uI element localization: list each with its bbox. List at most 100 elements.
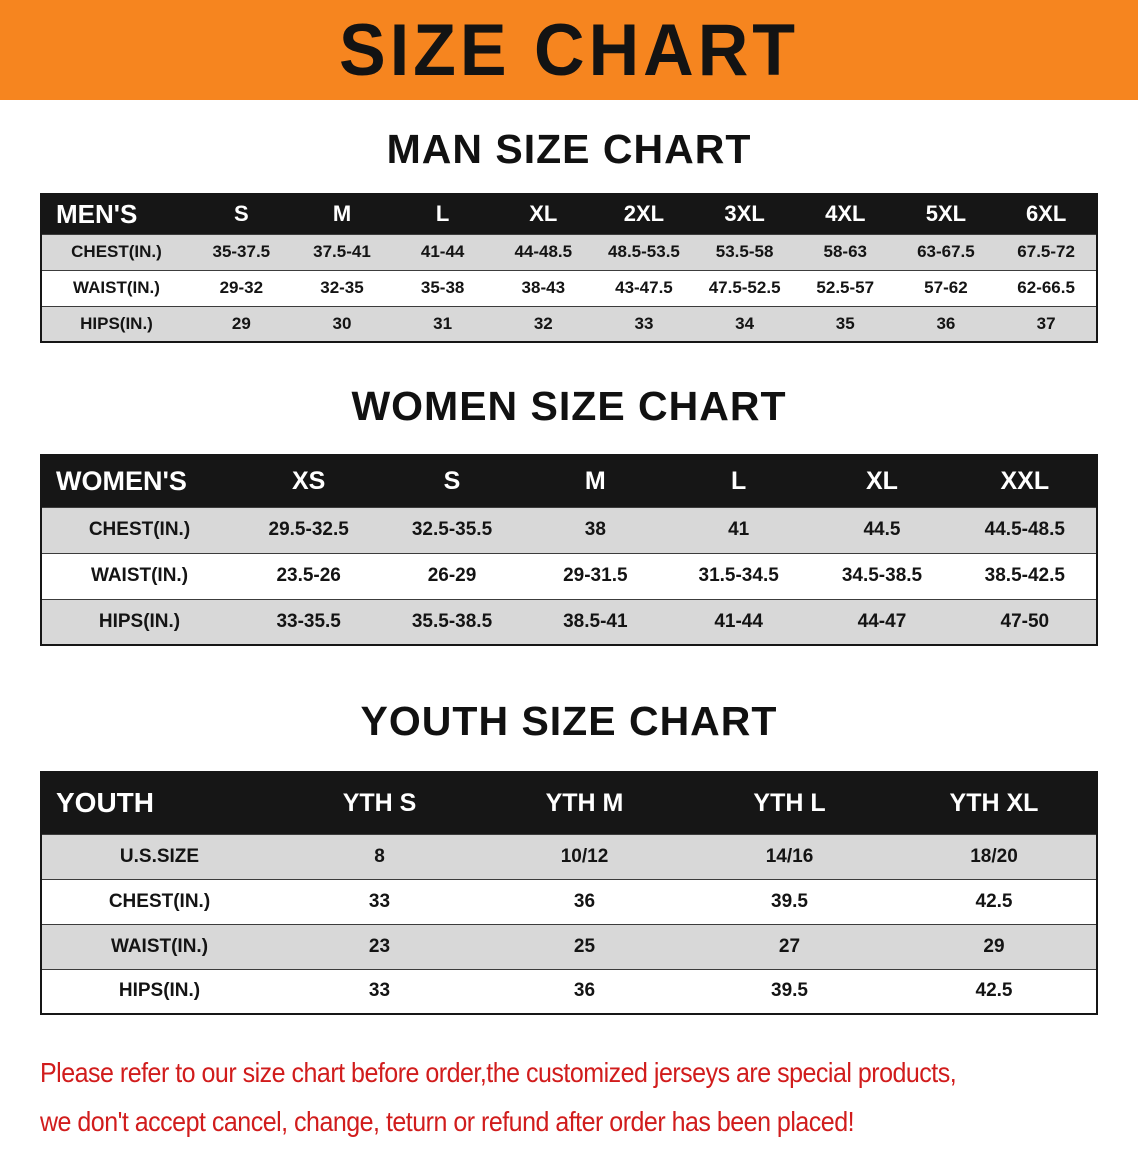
value-cell: 25 xyxy=(573,935,596,957)
size-header-cell: L xyxy=(392,194,493,234)
value-cell: 44.5-48.5 xyxy=(984,519,1065,540)
banner: SIZE CHART xyxy=(0,0,1138,100)
table-title-cell: YOUTH xyxy=(41,772,277,834)
value-cell: 39.5 xyxy=(771,980,808,1002)
women-size-chart-heading: WOMEN SIZE CHART xyxy=(351,383,787,429)
table-row: HIPS(IN.) 29 30 31 32 33 34 35 36 37 xyxy=(41,306,1097,342)
value-cell: 35-38 xyxy=(420,278,465,297)
man-size-chart-heading: MAN SIZE CHART xyxy=(386,126,752,172)
value-cell: 47-50 xyxy=(1000,610,1050,632)
value-cell: 42.5 xyxy=(975,890,1013,912)
size-header-cell: YTH S xyxy=(277,772,482,834)
value-cell: 36 xyxy=(573,980,596,1002)
disclaimer: Please refer to our size chart before or… xyxy=(40,1049,1118,1147)
value-cell: 36 xyxy=(936,313,956,333)
row-label-cell: CHEST(IN.) xyxy=(71,242,162,261)
value-cell: 62-66.5 xyxy=(1017,278,1075,297)
value-cell: 23.5-26 xyxy=(276,565,341,586)
disclaimer-line-1: Please refer to our size chart before or… xyxy=(40,1057,957,1089)
value-cell: 53.5-58 xyxy=(715,242,774,261)
table-row: U.S.SIZE 8 10/12 14/16 18/20 xyxy=(41,834,1097,879)
value-cell: 44-48.5 xyxy=(514,242,573,261)
table-header-row: WOMEN'S XS S M L XL XXL xyxy=(41,455,1097,507)
value-cell: 35 xyxy=(835,313,855,333)
value-cell: 29.5-32.5 xyxy=(268,519,349,540)
value-cell: 29 xyxy=(231,313,251,333)
value-cell: 63-67.5 xyxy=(917,242,975,261)
size-header-cell: 5XL xyxy=(895,194,997,234)
size-header-cell: XL xyxy=(810,455,954,507)
value-cell: 35-37.5 xyxy=(212,242,271,261)
value-cell: 67.5-72 xyxy=(1017,242,1075,261)
women-size-chart-section: WOMEN SIZE CHART WOMEN'S XS S M L XL XXL CHEST(… xyxy=(0,383,1138,646)
row-label-cell: CHEST(IN.) xyxy=(108,890,211,912)
row-label-cell: WAIST(IN.) xyxy=(110,935,209,957)
size-header-cell: XXL xyxy=(953,455,1097,507)
size-header-cell: XS xyxy=(237,455,381,507)
disclaimer-line-2: we don't accept cancel, change, teturn o… xyxy=(40,1106,855,1138)
size-header-cell: S xyxy=(380,455,524,507)
value-cell: 52.5-57 xyxy=(816,278,875,297)
table-title-cell: WOMEN'S xyxy=(41,455,237,507)
size-header-cell: M xyxy=(291,194,393,234)
row-label-cell: CHEST(IN.) xyxy=(88,519,191,540)
man-size-chart-section: MAN SIZE CHART MEN'S S M L XL 2XL 3XL 4XL 5XL 6XL… xyxy=(0,126,1138,343)
value-cell: 38-43 xyxy=(521,278,566,297)
value-cell: 41-44 xyxy=(714,610,763,632)
table-row: WAIST(IN.) 23 25 27 29 xyxy=(41,924,1097,969)
row-label-cell: WAIST(IN.) xyxy=(90,565,189,586)
value-cell: 32 xyxy=(533,313,553,333)
value-cell: 39.5 xyxy=(771,890,808,912)
value-cell: 36 xyxy=(573,890,596,912)
page-title: SIZE CHART xyxy=(339,9,799,91)
row-label-cell: HIPS(IN.) xyxy=(118,980,201,1002)
size-header-cell: 6XL xyxy=(996,194,1097,234)
value-cell: 38.5-42.5 xyxy=(984,565,1065,586)
row-label-cell: HIPS(IN.) xyxy=(98,610,181,632)
size-header-cell: YTH XL xyxy=(892,772,1097,834)
size-header-cell: 2XL xyxy=(593,194,695,234)
size-header-cell: 3XL xyxy=(694,194,795,234)
value-cell: 44.5 xyxy=(863,519,901,540)
value-cell: 38.5-41 xyxy=(563,610,628,632)
value-cell: 33-35.5 xyxy=(276,610,341,632)
value-cell: 33 xyxy=(368,890,391,912)
size-header-cell: M xyxy=(523,455,667,507)
women-size-table: WOMEN'S XS S M L XL XXL CHEST(IN.) 29.5-32.5 32.5… xyxy=(40,454,1098,646)
value-cell: 29 xyxy=(983,935,1005,957)
size-header-cell: XL xyxy=(492,194,594,234)
value-cell: 35.5-38.5 xyxy=(411,610,493,632)
youth-size-chart-heading: YOUTH SIZE CHART xyxy=(360,698,778,744)
value-cell: 14/16 xyxy=(765,845,814,867)
value-cell: 23 xyxy=(368,935,391,957)
value-cell: 38 xyxy=(584,519,606,540)
charts-main: MAN SIZE CHART MEN'S S M L XL 2XL 3XL 4XL 5XL 6XL… xyxy=(0,126,1138,1015)
value-cell: 30 xyxy=(332,313,352,333)
row-label-cell: HIPS(IN.) xyxy=(80,313,153,333)
value-cell: 10/12 xyxy=(560,845,609,867)
youth-size-chart-section: YOUTH SIZE CHART YOUTH YTH S YTH M YTH L YTH… xyxy=(0,698,1138,1015)
size-header-cell: YTH M xyxy=(482,772,687,834)
value-cell: 33 xyxy=(368,980,391,1002)
size-header-cell: S xyxy=(191,194,292,234)
man-size-table: MEN'S S M L XL 2XL 3XL 4XL 5XL 6XL CHEST(IN.) 35-37… xyxy=(40,193,1098,343)
table-row: WAIST(IN.) 29-32 32-35 35-38 38-43 43-47.5 47.… xyxy=(41,270,1097,306)
table-row: CHEST(IN.) 35-37.5 37.5-41 41-44 44-48.5 48.5… xyxy=(41,234,1097,270)
table-row: CHEST(IN.) 33 36 39.5 42.5 xyxy=(41,879,1097,924)
value-cell: 32-35 xyxy=(320,278,364,297)
value-cell: 33 xyxy=(634,313,654,333)
value-cell: 32.5-35.5 xyxy=(411,519,493,540)
value-cell: 31.5-34.5 xyxy=(698,565,779,586)
value-cell: 41-44 xyxy=(420,242,465,261)
value-cell: 37.5-41 xyxy=(313,242,371,261)
value-cell: 37 xyxy=(1036,313,1056,333)
table-header-row: MEN'S S M L XL 2XL 3XL 4XL 5XL 6XL xyxy=(41,194,1097,234)
value-cell: 43-47.5 xyxy=(615,278,673,297)
value-cell: 44-47 xyxy=(857,610,907,632)
table-row: CHEST(IN.) 29.5-32.5 32.5-35.5 38 41 44.5 44.5… xyxy=(41,507,1097,553)
value-cell: 31 xyxy=(433,313,453,333)
value-cell: 26-29 xyxy=(427,565,477,586)
youth-size-table: YOUTH YTH S YTH M YTH L YTH XL U.S.SIZE 8 10/12… xyxy=(40,771,1098,1015)
row-label-cell: U.S.SIZE xyxy=(119,845,200,867)
